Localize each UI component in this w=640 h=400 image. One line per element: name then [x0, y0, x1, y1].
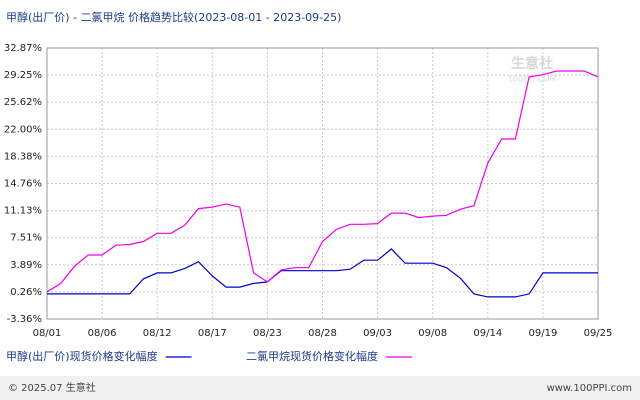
y-tick-label: 22.00% — [4, 124, 42, 135]
y-tick-label: 3.89% — [10, 260, 42, 271]
chart-title: 甲醇(出厂价) - 二氯甲烷 价格趋势比较(2023-08-01 - 2023-… — [6, 10, 341, 24]
plot-frame — [46, 47, 599, 320]
y-tick-label: 18.38% — [4, 151, 42, 162]
y-tick-label: 25.62% — [4, 97, 42, 108]
x-tick-label: 08/06 — [88, 328, 117, 339]
watermark: 100PPI.COM — [508, 75, 557, 84]
y-tick-label: 0.26% — [10, 287, 42, 298]
x-tick-label: 08/01 — [33, 328, 62, 339]
series-line — [47, 248, 598, 298]
legend-label: 二氯甲烷现货价格变化幅度 — [246, 349, 378, 363]
x-tick-label: 09/08 — [418, 328, 447, 339]
y-tick-label: 7.51% — [10, 233, 42, 244]
x-tick-label: 08/28 — [308, 328, 337, 339]
x-tick-label: 09/14 — [473, 328, 502, 339]
y-tick-label: 29.25% — [4, 70, 42, 81]
x-tick-label: 09/03 — [363, 328, 392, 339]
y-tick-label: 14.76% — [4, 178, 42, 189]
y-tick-label: 11.13% — [4, 206, 42, 217]
y-tick-label: 32.87% — [4, 43, 42, 54]
x-tick-label: 08/23 — [253, 328, 282, 339]
x-tick-label: 09/25 — [584, 328, 613, 339]
x-tick-label: 08/12 — [143, 328, 172, 339]
y-tick-label: -3.36% — [7, 314, 42, 325]
x-tick-label: 08/17 — [198, 328, 227, 339]
footer-left: © 2025.07 生意社 — [8, 381, 96, 394]
series-line — [46, 70, 599, 293]
watermark: 生意社 — [511, 55, 553, 72]
footer-right: www.100PPI.com — [547, 383, 632, 394]
footer-band — [0, 376, 640, 400]
legend-label: 甲醇(出厂价)现货价格变化幅度 — [6, 349, 158, 363]
x-tick-label: 09/19 — [528, 328, 557, 339]
